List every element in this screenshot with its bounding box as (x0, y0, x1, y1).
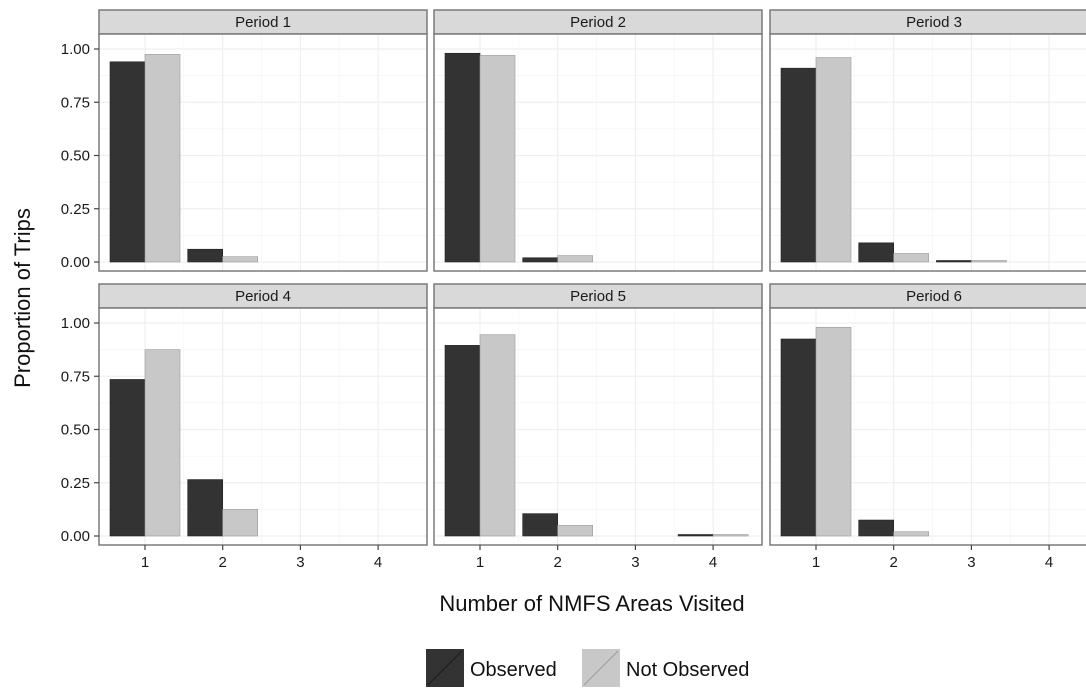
y-axis-title: Proportion of Trips (10, 208, 35, 388)
bar-observed-2 (187, 479, 223, 537)
y-tick-label: 0.25 (61, 201, 90, 218)
panels-layer: Period 1 Period 2 Period 3 Period 4 Period 5… (98, 9, 1086, 546)
bar-not-observed-2 (557, 255, 594, 263)
y-tick-label: 1.00 (61, 41, 90, 58)
legend-swatch-observed-slash (427, 650, 463, 686)
panel-strip (98, 283, 428, 309)
bar-observed-2 (187, 248, 223, 263)
panel-border (98, 307, 428, 546)
panel-strip-label: Period 4 (235, 288, 291, 305)
bar-observed-1 (109, 379, 146, 537)
bar-observed-2 (858, 519, 895, 537)
y-tick-label: 1.00 (61, 315, 90, 332)
panel-strip-label: Period 5 (570, 288, 626, 305)
bar-observed-3 (936, 260, 972, 263)
x-tick-label: 1 (476, 554, 484, 571)
x-tick-label: 1 (812, 554, 820, 571)
panel-border (769, 33, 1086, 272)
panel-strip (769, 9, 1086, 35)
bar-observed-2 (522, 257, 559, 263)
bar-not-observed-1 (479, 334, 516, 537)
x-tick-label: 4 (1045, 554, 1053, 571)
x-tick-label: 3 (631, 554, 639, 571)
y-tick-label: 0.50 (61, 422, 90, 439)
bar-not-observed-2 (893, 531, 930, 537)
legend: Observed Not Observed (426, 649, 749, 687)
bar-not-observed-2 (557, 525, 594, 537)
bar-observed-1 (780, 338, 817, 537)
x-tick-label: 4 (709, 554, 717, 571)
legend-label-not-observed: Not Observed (626, 659, 749, 681)
y-tick-label: 0.75 (61, 94, 90, 111)
bar-observed-2 (522, 513, 559, 537)
y-tick-label: 0.50 (61, 148, 90, 165)
bar-observed-2 (858, 242, 895, 263)
x-axis: 1 2 3 4 1 2 3 4 1 2 3 4 (141, 545, 1053, 571)
bar-not-observed-2 (222, 256, 258, 263)
y-tick-label: 0.25 (61, 475, 90, 492)
y-tick-label: 0.00 (61, 254, 90, 271)
y-axis: 0.00 0.25 0.50 0.75 1.00 0.00 0.25 0.50 0.75 1.00 (61, 41, 99, 545)
panel-4: Period 4 (98, 283, 428, 546)
panel-2: Period 2 (433, 9, 763, 272)
bar-not-observed-1 (144, 349, 181, 537)
panel-strip (98, 9, 428, 35)
bar-not-observed-4 (712, 534, 749, 537)
panel-border (433, 307, 763, 546)
x-tick-label: 4 (374, 554, 382, 571)
legend-label-observed: Observed (470, 659, 557, 681)
bar-observed-4 (677, 534, 714, 537)
panel-5: Period 5 (433, 283, 763, 546)
bar-observed-1 (444, 52, 481, 263)
x-tick-label: 2 (890, 554, 898, 571)
panel-border (769, 307, 1086, 546)
x-tick-label: 3 (967, 554, 975, 571)
bar-not-observed-3 (971, 260, 1007, 263)
panel-6: Period 6 (769, 283, 1086, 546)
y-tick-label: 0.00 (61, 528, 90, 545)
bar-observed-1 (780, 67, 817, 263)
bar-observed-1 (109, 61, 146, 263)
panel-strip-label: Period 6 (906, 288, 962, 305)
y-tick-label: 0.75 (61, 368, 90, 385)
bar-observed-1 (444, 345, 481, 537)
legend-swatch-not-observed-slash (583, 650, 619, 686)
bar-not-observed-2 (222, 509, 258, 537)
panel-1: Period 1 (98, 9, 428, 272)
bar-not-observed-1 (815, 57, 852, 263)
panel-strip-label: Period 3 (906, 14, 962, 31)
bar-not-observed-1 (815, 326, 852, 537)
panel-border (433, 33, 763, 272)
x-tick-label: 2 (554, 554, 562, 571)
x-axis-title: Number of NMFS Areas Visited (439, 591, 744, 616)
panel-border (98, 33, 428, 272)
bar-not-observed-2 (893, 253, 930, 263)
bar-not-observed-1 (479, 55, 516, 263)
panel-strip-label: Period 2 (570, 14, 626, 31)
panel-strip (769, 283, 1086, 309)
x-tick-label: 2 (219, 554, 227, 571)
x-tick-label: 3 (296, 554, 304, 571)
panel-3: Period 3 (769, 9, 1086, 272)
panel-strip-label: Period 1 (235, 14, 291, 31)
x-tick-label: 1 (141, 554, 149, 571)
bar-not-observed-1 (144, 54, 181, 263)
